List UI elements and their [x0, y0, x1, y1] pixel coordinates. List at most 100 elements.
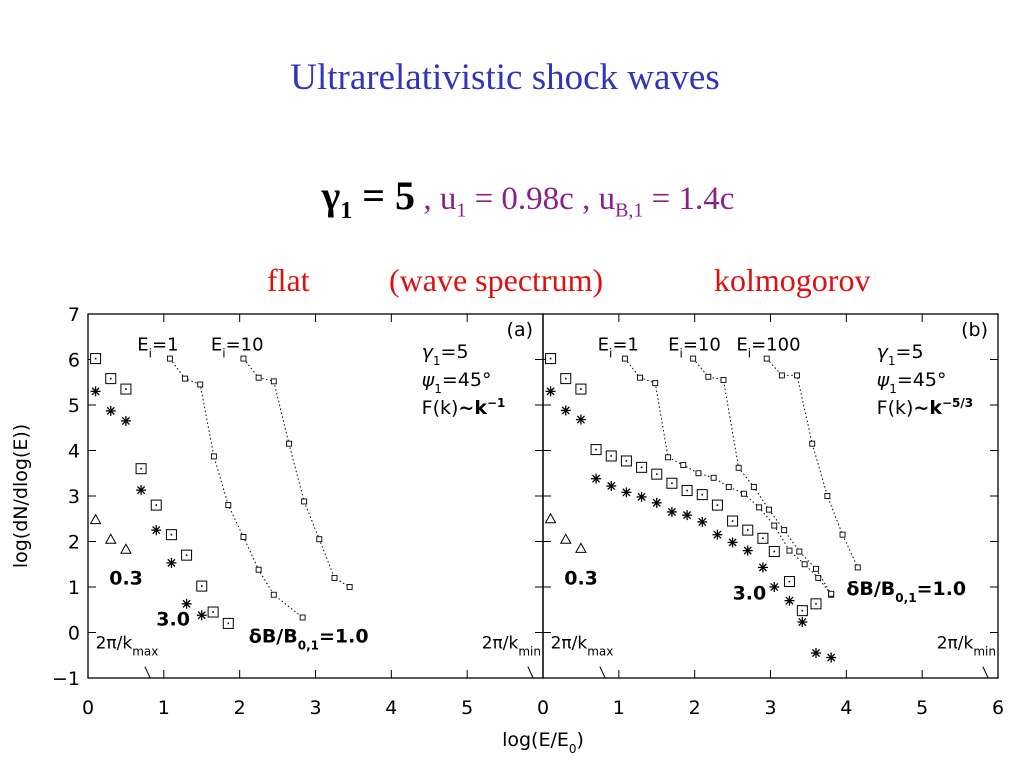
x-tick-label: 0: [537, 697, 549, 719]
star-stroke: [106, 406, 115, 415]
data-point: [712, 529, 723, 540]
data-point: [705, 373, 712, 380]
x-tick-label: 3: [309, 697, 321, 719]
star-stroke: [546, 387, 555, 396]
data-point: [680, 462, 687, 469]
data-point: [839, 531, 846, 538]
k-max-line: [144, 666, 151, 679]
data-point: [665, 454, 672, 461]
data-point: [270, 591, 277, 598]
star-stroke: [728, 538, 737, 547]
series-box: [545, 353, 822, 617]
star-stroke: [743, 546, 752, 555]
data-point: [750, 483, 757, 490]
u-parameter: , u1 = 0.98c , uB,1 = 1.4c: [415, 181, 735, 222]
data-point: [771, 522, 778, 529]
dB-label-1.0: δB/B0,1=1.0: [249, 626, 369, 653]
gamma-parameter: γ1 = 5: [321, 173, 416, 224]
x-tick-label: 4: [385, 697, 397, 719]
series-line: [169, 358, 303, 618]
y-tick-label: 3: [68, 486, 80, 508]
data-point-dot: [595, 448, 597, 451]
data-point-dot: [671, 482, 673, 485]
star-stroke: [637, 492, 646, 501]
star-stroke: [798, 617, 807, 627]
x-tick-label: 1: [613, 697, 625, 719]
data-point: [225, 502, 232, 509]
y-tick-label: −1: [52, 668, 80, 690]
series-small: [690, 355, 835, 597]
k-min-label: 2π/kmin: [482, 633, 541, 658]
star-stroke: [785, 596, 794, 605]
star-stroke: [91, 387, 100, 396]
data-point-dot: [580, 388, 582, 390]
star-stroke: [622, 488, 631, 497]
data-point: [826, 652, 837, 663]
data-point: [166, 557, 177, 568]
data-point: [651, 497, 662, 508]
data-point: [763, 355, 770, 362]
data-point-dot: [564, 377, 567, 380]
data-point: [796, 548, 803, 555]
data-point: [682, 510, 693, 521]
y-tick-label: 6: [68, 350, 80, 372]
data-point-dot: [655, 473, 658, 475]
data-point-dot: [170, 533, 173, 536]
data-point-dot: [227, 622, 230, 625]
y-tick-label: 7: [68, 304, 80, 326]
data-point-dot: [200, 585, 203, 587]
dB-label-0.3: 0.3: [109, 568, 143, 590]
y-tick-label: 0: [68, 623, 80, 645]
y-tick-label: 5: [68, 395, 80, 417]
star-stroke: [607, 481, 616, 491]
star-stroke: [713, 530, 722, 539]
energy-injection-label: Ei=1: [598, 334, 639, 360]
data-point-dot: [701, 493, 704, 496]
data-point: [559, 533, 572, 544]
data-point: [90, 386, 101, 397]
series-triangle: [544, 512, 587, 553]
data-point-dot: [640, 466, 643, 469]
data-point: [136, 485, 147, 496]
data-point-dot: [610, 455, 613, 457]
star-stroke: [652, 498, 661, 507]
star-stroke: [667, 507, 676, 516]
data-point: [105, 405, 116, 416]
data-point: [690, 355, 697, 362]
data-point: [741, 490, 747, 497]
data-point: [735, 464, 742, 471]
data-point: [769, 582, 780, 592]
energy-injection-label: Ei=100: [736, 334, 800, 360]
data-point: [299, 614, 306, 621]
dB-label-3.0: 3.0: [156, 609, 190, 631]
data-point: [794, 372, 800, 379]
data-point: [545, 386, 556, 397]
data-point-dot: [716, 504, 719, 506]
k-min-line: [982, 666, 989, 679]
data-point: [120, 415, 131, 426]
series-triangle: [89, 513, 132, 554]
x-tick-label: 6: [992, 697, 1004, 719]
energy-injection-label: Ei=10: [211, 334, 264, 360]
data-point: [695, 470, 702, 477]
data-point: [756, 504, 763, 511]
data-point-dot: [815, 603, 817, 605]
star-stroke: [592, 474, 601, 483]
data-point: [697, 516, 708, 527]
data-point-dot: [625, 460, 628, 462]
data-point: [255, 374, 262, 381]
data-point: [636, 491, 647, 502]
data-point: [591, 473, 602, 484]
data-point: [797, 617, 808, 628]
series-line: [243, 358, 350, 588]
k-max-label: 2π/kmax: [551, 633, 614, 658]
star-stroke: [576, 415, 585, 424]
data-point: [637, 374, 644, 381]
data-point: [346, 584, 353, 590]
x-tick-label: 3: [764, 697, 776, 719]
x-tick-label: 5: [916, 697, 928, 719]
data-point: [652, 380, 659, 387]
data-point: [240, 533, 247, 540]
star-stroke: [561, 406, 570, 415]
